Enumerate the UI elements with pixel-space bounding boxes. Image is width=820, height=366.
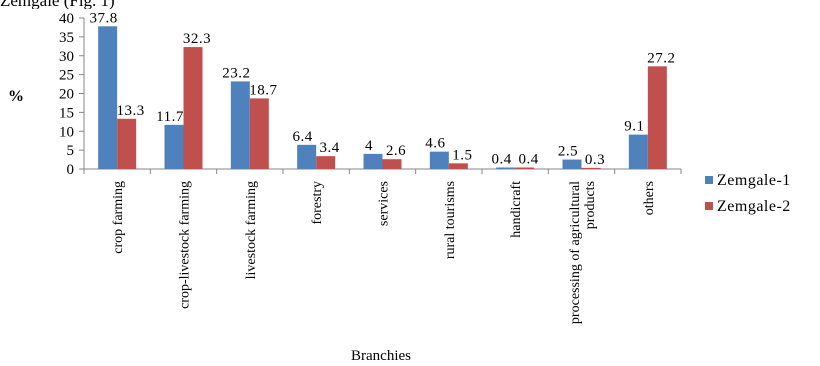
bar-zemgale-2 bbox=[515, 167, 535, 169]
bar-zemgale-2 bbox=[117, 118, 137, 169]
data-labels: 37.8 13.3 11.7 32.3 23.218.7 6.4 3.4 4 2.6 4.6 1.5… bbox=[90, 10, 675, 168]
category-label-line: crop farming bbox=[111, 181, 126, 254]
data-label: 11.7 bbox=[156, 109, 184, 125]
category-label: services bbox=[377, 181, 392, 226]
bar-zemgale-1 bbox=[562, 159, 582, 169]
data-label: 2.6 bbox=[386, 143, 406, 159]
data-label: 0.3 bbox=[585, 152, 605, 168]
data-label: 1.5 bbox=[452, 147, 472, 163]
category-label-line: crop-livestock farming bbox=[178, 181, 193, 309]
data-label: 3.4 bbox=[320, 140, 340, 156]
bar-zemgale-2 bbox=[316, 156, 336, 169]
data-label: 23.2 bbox=[222, 65, 250, 81]
chart-legend: Zemgale-1 Zemgale-2 bbox=[705, 172, 791, 215]
chart-bars bbox=[98, 26, 667, 170]
category-label-line: forestry bbox=[310, 181, 325, 225]
category-labels: crop farming crop-livestock farming livest… bbox=[111, 181, 657, 324]
bar-zemgale-2 bbox=[382, 159, 402, 169]
category-label: processing of agricultural products bbox=[568, 181, 598, 324]
y-tick-label: 15 bbox=[59, 105, 74, 121]
category-label: crop farming bbox=[111, 181, 126, 254]
bar-zemgale-1 bbox=[98, 26, 118, 170]
y-axis-ticks: 0 5 10 15 20 25 30 35 40 bbox=[59, 11, 84, 178]
data-label: 27.2 bbox=[647, 50, 675, 66]
y-tick-label: 40 bbox=[59, 11, 74, 27]
y-tick-label: 30 bbox=[59, 49, 74, 65]
data-label: 37.8 bbox=[90, 10, 118, 26]
data-label: 2.5 bbox=[558, 144, 578, 160]
bar-zemgale-2 bbox=[249, 98, 269, 169]
bar-zemgale-1 bbox=[164, 124, 184, 169]
category-label-line: livestock farming bbox=[244, 181, 259, 279]
data-label: 9.1 bbox=[624, 119, 644, 135]
legend-label: Zemgale-2 bbox=[717, 198, 791, 215]
y-tick-label: 35 bbox=[59, 30, 74, 46]
category-label-line: services bbox=[377, 181, 392, 226]
bar-zemgale-1 bbox=[628, 134, 648, 169]
bar-zemgale-2 bbox=[647, 66, 667, 169]
data-label: 4.6 bbox=[425, 136, 445, 152]
category-label-line: processing of agricultural bbox=[568, 181, 583, 324]
data-label: 32.3 bbox=[183, 31, 211, 47]
bar-zemgale-1 bbox=[496, 167, 516, 169]
category-label: others bbox=[642, 181, 657, 215]
y-tick-label: 5 bbox=[67, 143, 75, 159]
y-tick-label: 20 bbox=[59, 87, 74, 103]
bar-zemgale-1 bbox=[429, 151, 449, 169]
data-label: 4 bbox=[365, 138, 373, 154]
x-axis-label: Branchies bbox=[351, 348, 411, 364]
y-tick-label: 25 bbox=[59, 68, 74, 84]
data-label: 13.3 bbox=[117, 103, 145, 119]
data-label: 0.4 bbox=[492, 151, 512, 167]
page-header-fragment: Zemgale (Fig. 1) bbox=[0, 0, 260, 9]
bar-zemgale-2 bbox=[581, 167, 601, 169]
bar-zemgale-2 bbox=[183, 47, 203, 169]
category-label: rural tourisms bbox=[443, 181, 458, 259]
category-label: handicraft bbox=[509, 181, 524, 238]
bar-zemgale-1 bbox=[297, 144, 317, 169]
legend-label: Zemgale-1 bbox=[717, 172, 791, 189]
bar-zemgale-1 bbox=[363, 153, 383, 169]
data-label: 0.4 bbox=[519, 151, 539, 167]
category-label-line: others bbox=[642, 181, 657, 215]
y-axis-label: % bbox=[8, 88, 24, 105]
y-tick-label: 10 bbox=[59, 124, 74, 140]
category-label-line: rural tourisms bbox=[443, 181, 458, 259]
bar-zemgale-2 bbox=[448, 163, 468, 169]
data-label: 6.4 bbox=[293, 129, 313, 145]
bar-zemgale-1 bbox=[230, 81, 250, 169]
legend-swatch bbox=[705, 176, 713, 184]
category-label: forestry bbox=[310, 181, 325, 225]
y-tick-label: 0 bbox=[67, 162, 75, 178]
legend-swatch bbox=[705, 202, 713, 210]
category-label: crop-livestock farming bbox=[178, 181, 193, 309]
category-label: livestock farming bbox=[244, 181, 259, 279]
category-label-line: products bbox=[583, 181, 598, 229]
category-label-line: handicraft bbox=[509, 181, 524, 238]
data-label: 18.7 bbox=[249, 82, 277, 98]
